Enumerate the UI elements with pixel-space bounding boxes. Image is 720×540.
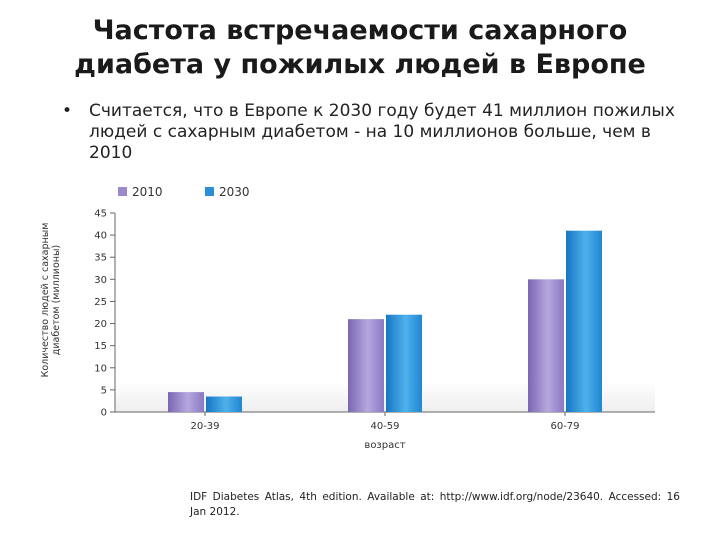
bar-2010-40-59 [348,319,384,412]
y-tick-label: 10 [94,363,107,374]
bullet-point: • Считается, что в Европе к 2030 году бу… [62,101,682,164]
source-citation: IDF Diabetes Atlas, 4th edition. Availab… [190,491,680,518]
y-tick-label: 45 [94,209,107,220]
bar-2030-60-79 [566,230,602,412]
bar-2030-20-39 [206,396,242,412]
x-axis-label: возраст [364,440,405,451]
y-tick-label: 25 [94,297,107,308]
y-axis-label: Количество людей с сахарнымдиабетом (мил… [40,223,62,378]
bar-2010-60-79 [528,279,564,412]
y-tick-label: 20 [94,319,107,330]
plot-floor [115,381,655,412]
y-tick-label: 30 [94,275,107,286]
legend-label-2010: 2010 [132,185,163,199]
bar-2010-20-39 [168,392,204,412]
legend-label-2030: 2030 [219,185,250,199]
bar-2030-40-59 [386,314,422,412]
y-tick-label: 0 [101,408,107,419]
legend-swatch-2010 [118,187,127,196]
x-tick-label: 60-79 [550,421,579,432]
x-tick-label: 20-39 [190,421,219,432]
y-tick-label: 35 [94,253,107,264]
y-tick-label: 40 [94,231,107,242]
slide-title: Частота встречаемости сахарного диабета … [74,15,646,80]
bullet-text: Считается, что в Европе к 2030 году буде… [89,101,675,163]
legend-swatch-2030 [205,187,214,196]
bullet-marker: • [62,101,73,121]
y-tick-label: 15 [94,341,107,352]
x-tick-label: 40-59 [370,421,399,432]
y-tick-label: 5 [101,385,107,396]
